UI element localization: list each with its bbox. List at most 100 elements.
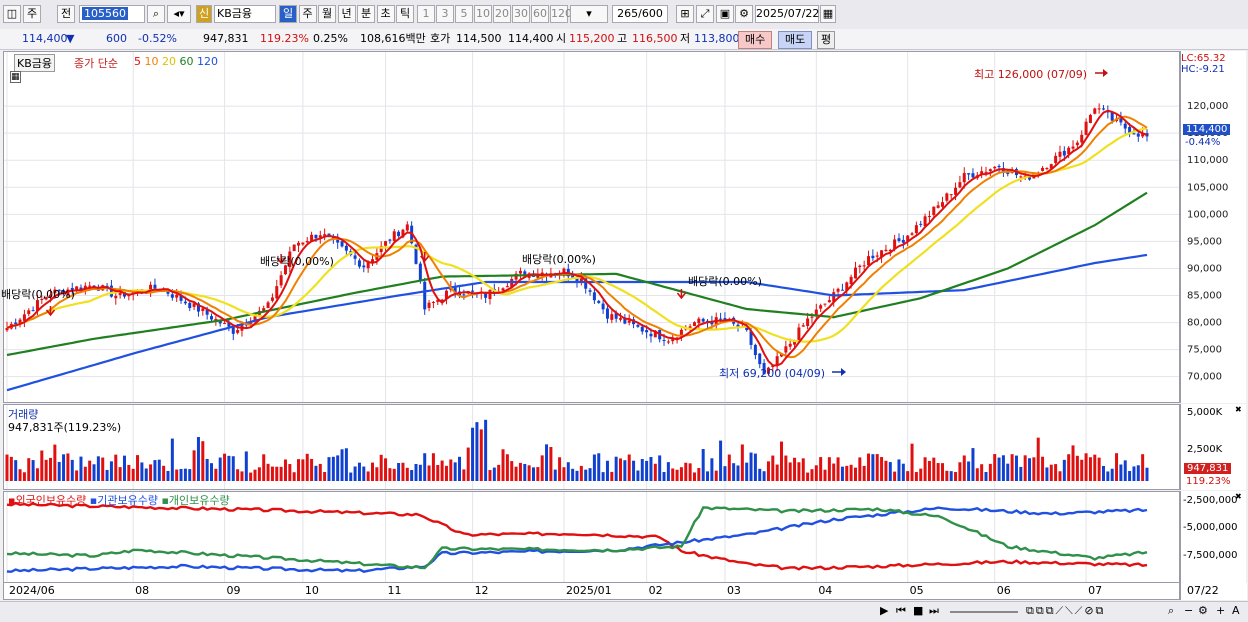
volume-bar: [1119, 464, 1123, 481]
bottom-toolbar: ▶ ⏮ ■ ⏭ ⧉⧉⧉⟋⟍⟋⊘⧉ ⌕ − ⚙ + A: [0, 601, 1248, 622]
first-icon[interactable]: ⏮: [896, 604, 906, 617]
period-button[interactable]: 주: [23, 5, 41, 23]
interval-20[interactable]: 20: [493, 5, 511, 23]
search-icon-bottom[interactable]: ⌕: [1168, 604, 1175, 617]
volume-bar: [418, 464, 422, 481]
price-chart: [4, 52, 1179, 402]
stock-name-field[interactable]: KB금융: [214, 5, 276, 23]
buy-button[interactable]: 매수: [738, 31, 773, 49]
zoom-slider[interactable]: [950, 611, 1018, 613]
stop-icon[interactable]: ■: [913, 604, 924, 617]
volume-bar: [679, 467, 683, 481]
date-field[interactable]: 2025/07/22: [755, 5, 819, 23]
volume-bar: [397, 463, 401, 481]
timeframe-2[interactable]: 월: [318, 5, 336, 23]
candle-body: [1136, 133, 1140, 137]
volume-bar: [945, 470, 949, 481]
count-field[interactable]: 265/600: [612, 5, 668, 23]
volume-bar: [392, 468, 396, 481]
volume-bar: [1062, 459, 1066, 481]
settings-icon-bottom[interactable]: ⚙: [1198, 604, 1208, 617]
interval-60[interactable]: 60: [531, 5, 549, 23]
candle-body: [679, 329, 683, 338]
interval-120[interactable]: 120: [550, 5, 572, 23]
price-tick-label: 85,000: [1187, 291, 1222, 302]
sell-button[interactable]: 매도: [778, 31, 813, 49]
volume-bar: [723, 466, 727, 481]
interval-1[interactable]: 1: [417, 5, 435, 23]
scroll-right-icon[interactable]: ▶: [880, 604, 889, 617]
zoom-in-icon[interactable]: +: [1216, 604, 1226, 617]
candle-body: [575, 277, 579, 282]
high-label: 고: [617, 32, 628, 45]
candle-body: [610, 314, 614, 320]
volume-bar: [780, 441, 784, 481]
volume-bar: [5, 454, 9, 481]
interval-10[interactable]: 10: [474, 5, 492, 23]
interval-dropdown[interactable]: ▾: [570, 5, 608, 23]
interval-3[interactable]: 3: [436, 5, 454, 23]
save-icon[interactable]: ▣: [716, 5, 734, 23]
candle-body: [1019, 176, 1023, 178]
vol-close-icon[interactable]: ✖: [1235, 405, 1242, 414]
volume-bar: [227, 455, 231, 481]
volume-bar: [967, 461, 971, 481]
volume-bar: [14, 460, 18, 481]
tool-icons[interactable]: ⧉⧉⧉⟋⟍⟋⊘⧉: [1026, 604, 1106, 617]
volume-bar: [279, 466, 283, 481]
price-panel[interactable]: KB금융 종가 단순 5 10 20 60 120 ▦ 최고 126,000 (…: [1, 51, 1180, 403]
candle-body: [601, 303, 605, 310]
volume-bar: [96, 456, 100, 481]
x-label: 11: [387, 584, 402, 597]
hoga-label: 호가: [430, 32, 451, 45]
candle-body: [806, 318, 810, 327]
candle-body: [867, 256, 871, 266]
volume-bar: [144, 468, 148, 481]
timeframe-5[interactable]: 초: [376, 5, 395, 23]
volume-bar: [1028, 458, 1032, 481]
grid-toggle-icon[interactable]: ▦: [10, 71, 21, 83]
speaker-icon[interactable]: ◂▾: [167, 5, 191, 23]
volume-bar: [1010, 454, 1014, 481]
x-label: 07: [1088, 584, 1103, 597]
interval-30[interactable]: 30: [512, 5, 530, 23]
font-icon[interactable]: A: [1232, 604, 1240, 617]
search-icon[interactable]: ⌕: [147, 5, 165, 23]
candle-body: [196, 303, 200, 312]
volume-bar: [845, 465, 849, 481]
timeframe-3[interactable]: 년: [337, 5, 356, 23]
volume-bar: [688, 463, 692, 481]
volume-bar: [318, 463, 322, 481]
volume-panel[interactable]: 거래량 947,831주(119.23%): [3, 404, 1180, 490]
last-icon[interactable]: ⏭: [929, 604, 939, 617]
timeframe-4[interactable]: 분: [357, 5, 375, 23]
candle-body: [27, 310, 31, 315]
volume-bar: [549, 446, 553, 481]
volume-bar: [327, 457, 331, 481]
candle-body: [945, 193, 949, 201]
draw-icon[interactable]: ⤢: [696, 5, 714, 23]
volume-bar: [153, 460, 157, 481]
volume-bar: [675, 469, 679, 481]
eval-button[interactable]: 평: [817, 31, 836, 49]
zoom-out-icon[interactable]: −: [1184, 604, 1194, 617]
holdings-panel[interactable]: ▪외국인보유수량 ▪기관보유수량 ▪개인보유수량: [3, 491, 1180, 583]
gear-icon[interactable]: ⚙: [735, 5, 753, 23]
volume-bar: [462, 469, 466, 481]
volume-bar: [370, 462, 374, 481]
hold-close-icon[interactable]: ✖: [1235, 492, 1242, 501]
volume-bar: [1075, 455, 1079, 481]
interval-5[interactable]: 5: [455, 5, 473, 23]
calendar-icon[interactable]: ▦: [820, 5, 836, 23]
timeframe-0[interactable]: 일: [279, 5, 297, 23]
prev-button[interactable]: 전: [57, 5, 75, 23]
timeframe-6[interactable]: 틱: [396, 5, 414, 23]
timeframe-1[interactable]: 주: [298, 5, 317, 23]
volume-bar: [431, 453, 435, 481]
layout-icon[interactable]: ◫: [3, 5, 21, 23]
candle-body: [1084, 121, 1088, 135]
stock-code-input[interactable]: 105560: [79, 5, 145, 23]
candle-body: [18, 319, 22, 324]
chart-tools-icon[interactable]: ⊞: [676, 5, 694, 23]
open-label: 시: [556, 32, 567, 45]
